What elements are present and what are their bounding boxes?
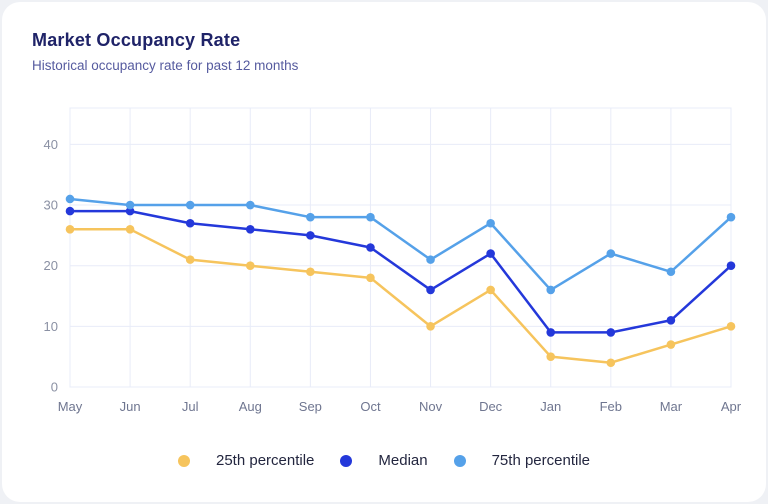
- data-point-25th-percentile-aug[interactable]: [245, 261, 255, 270]
- data-point-25th-percentile-sep[interactable]: [306, 267, 315, 277]
- data-point-median-jan[interactable]: [546, 328, 556, 337]
- data-point-25th-percentile-apr[interactable]: [726, 322, 736, 331]
- x-axis-tick-label: Apr: [721, 399, 742, 414]
- chart-legend: 25th percentile Median 75th percentile: [2, 452, 766, 469]
- x-axis-tick-label: Jan: [540, 399, 561, 414]
- series-line-75th-percentile: [68, 197, 733, 292]
- legend-item-25th-percentile[interactable]: 25th percentile: [177, 452, 315, 469]
- data-point-75th-percentile-nov[interactable]: [426, 255, 435, 264]
- y-axis-tick-label: 30: [44, 198, 58, 213]
- data-point-25th-percentile-jun[interactable]: [125, 225, 135, 234]
- data-point-25th-percentile-dec[interactable]: [486, 285, 495, 295]
- data-point-25th-percentile-feb[interactable]: [606, 358, 616, 368]
- data-point-25th-percentile-nov[interactable]: [426, 322, 435, 331]
- data-point-median-jun[interactable]: [125, 206, 135, 216]
- data-point-75th-percentile-mar[interactable]: [666, 267, 676, 277]
- data-point-75th-percentile-feb[interactable]: [606, 249, 616, 258]
- data-point-median-dec[interactable]: [486, 249, 495, 258]
- data-point-75th-percentile-apr[interactable]: [726, 212, 736, 222]
- data-point-75th-percentile-jun[interactable]: [125, 200, 135, 210]
- data-point-25th-percentile-jul[interactable]: [185, 255, 195, 264]
- data-point-75th-percentile-sep[interactable]: [306, 212, 315, 222]
- x-axis-tick-label: Nov: [419, 399, 443, 414]
- legend-label: 75th percentile: [491, 452, 590, 469]
- data-point-75th-percentile-may[interactable]: [65, 194, 75, 204]
- data-point-75th-percentile-dec[interactable]: [486, 218, 495, 228]
- legend-dot-75th-percentile: [453, 454, 466, 467]
- data-point-median-may[interactable]: [65, 206, 75, 216]
- x-axis-tick-label: Jun: [120, 399, 141, 414]
- y-axis-tick-label: 20: [44, 258, 58, 273]
- data-point-25th-percentile-mar[interactable]: [666, 340, 676, 349]
- data-point-75th-percentile-oct[interactable]: [366, 212, 375, 222]
- legend-item-75th-percentile[interactable]: 75th percentile: [453, 452, 590, 469]
- plot-frame: [69, 107, 732, 388]
- legend-item-median[interactable]: Median: [340, 452, 428, 469]
- data-point-median-sep[interactable]: [306, 231, 315, 240]
- data-point-median-aug[interactable]: [245, 225, 255, 234]
- data-point-25th-percentile-oct[interactable]: [366, 273, 375, 283]
- page-subtitle: Historical occupancy rate for past 12 mo…: [32, 58, 299, 73]
- data-point-median-mar[interactable]: [666, 315, 676, 325]
- data-point-25th-percentile-jan[interactable]: [546, 352, 556, 361]
- legend-label: 25th percentile: [215, 452, 315, 469]
- x-axis-tick-label: Mar: [660, 399, 683, 414]
- y-axis-tick-label: 40: [44, 137, 58, 152]
- x-axis-tick-label: Feb: [600, 399, 622, 414]
- x-axis-tick-label: Jul: [182, 399, 199, 414]
- data-point-25th-percentile-may[interactable]: [65, 225, 75, 234]
- x-axis-tick-label: Sep: [299, 399, 322, 414]
- data-point-median-apr[interactable]: [726, 261, 736, 270]
- legend-dot-median: [340, 454, 353, 467]
- data-point-75th-percentile-jan[interactable]: [546, 285, 556, 295]
- page-title: Market Occupancy Rate: [32, 30, 241, 50]
- data-point-median-jul[interactable]: [185, 218, 195, 228]
- x-axis-tick-label: Dec: [479, 399, 503, 414]
- legend-label: Median: [378, 452, 428, 469]
- data-point-median-oct[interactable]: [366, 243, 375, 252]
- series-line-median: [68, 209, 733, 334]
- y-axis-tick-label: 10: [44, 319, 58, 334]
- data-point-median-feb[interactable]: [606, 328, 616, 337]
- data-point-75th-percentile-aug[interactable]: [245, 200, 255, 210]
- x-axis-tick-label: Oct: [360, 399, 381, 414]
- legend-dot-25th-percentile: [177, 454, 190, 467]
- chart-header: Market Occupancy Rate Historical occupan…: [2, 2, 766, 76]
- occupancy-line-chart: 0 10 20 30 40 May Jun Jul Aug Sep Oct Nov Dec Jan Feb M…: [44, 107, 742, 414]
- x-axis-tick-label: Aug: [239, 399, 262, 414]
- x-axis-tick-label: May: [58, 399, 83, 414]
- y-axis-tick-label: 0: [51, 380, 58, 395]
- series-line-25th-percentile: [68, 228, 733, 364]
- data-point-median-nov[interactable]: [426, 285, 435, 295]
- data-point-75th-percentile-jul[interactable]: [185, 200, 195, 210]
